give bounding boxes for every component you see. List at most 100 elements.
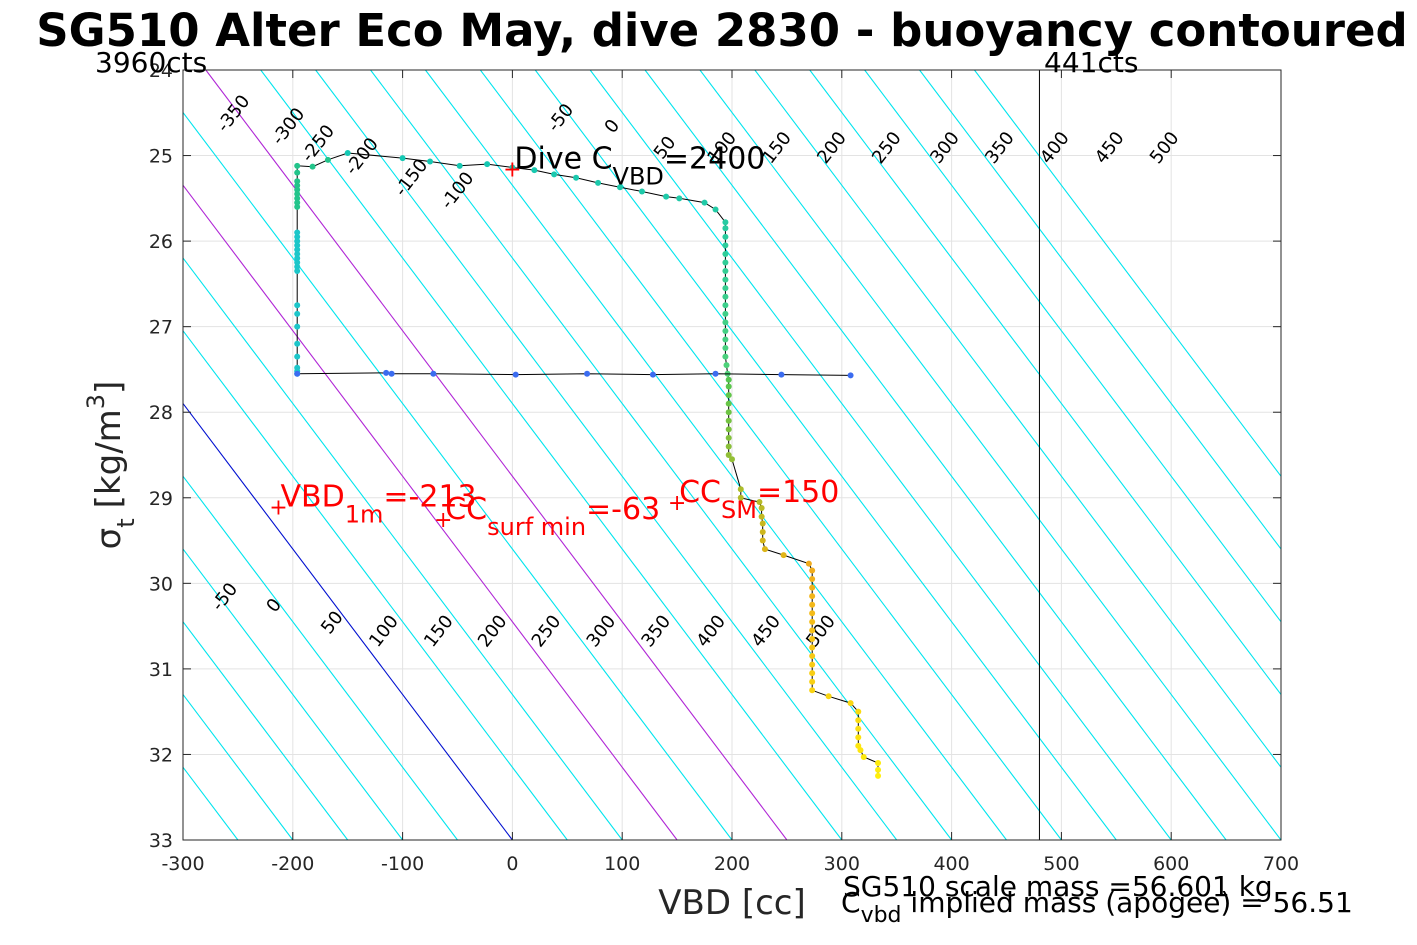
data-point bbox=[294, 199, 301, 206]
contour-line bbox=[919, 70, 1281, 550]
annotation-main: VBD bbox=[281, 479, 345, 514]
data-point bbox=[855, 717, 862, 724]
data-point bbox=[456, 162, 463, 169]
contour-line bbox=[424, 70, 1007, 840]
data-point bbox=[780, 552, 787, 559]
annotations: +Dive CVBD=2400+VBD1m=-213+CCsurf min=-6… bbox=[269, 141, 839, 541]
data-point bbox=[294, 263, 301, 270]
data-point bbox=[722, 250, 729, 257]
data-point bbox=[676, 195, 683, 202]
data-point bbox=[855, 734, 862, 741]
data-point bbox=[725, 426, 732, 433]
data-point bbox=[595, 179, 602, 186]
data-point bbox=[855, 708, 862, 715]
data-point bbox=[725, 409, 732, 416]
contour-line bbox=[183, 329, 568, 840]
data-point bbox=[294, 370, 301, 377]
data-point bbox=[573, 174, 580, 181]
data-point bbox=[294, 238, 301, 245]
data-point bbox=[761, 546, 768, 553]
data-point bbox=[825, 693, 832, 700]
data-point bbox=[584, 370, 591, 377]
annotation-marker: + bbox=[269, 495, 287, 520]
data-point bbox=[722, 345, 729, 352]
contour-line bbox=[809, 70, 1281, 696]
data-point bbox=[875, 760, 882, 766]
data-point bbox=[759, 537, 766, 544]
data-point bbox=[737, 486, 744, 493]
data-point bbox=[725, 400, 732, 407]
data-point bbox=[294, 182, 301, 189]
data-point bbox=[722, 327, 729, 334]
annotation-tail: =150 bbox=[757, 475, 839, 510]
data-point bbox=[294, 203, 301, 210]
top-left-count-label: 3960cts bbox=[95, 46, 207, 79]
annotation-cc-sm: CCSM=150 bbox=[679, 475, 839, 524]
contour-line bbox=[183, 475, 458, 840]
y-tick-label: 27 bbox=[149, 317, 173, 339]
data-point bbox=[759, 520, 766, 527]
data-point bbox=[725, 417, 732, 424]
contour-line bbox=[864, 70, 1281, 623]
annotation-sub: surf min bbox=[487, 513, 586, 541]
annotation-tail: =-213 bbox=[383, 479, 476, 514]
data-point bbox=[294, 186, 301, 193]
annotation-main: Dive C bbox=[514, 141, 612, 176]
data-point bbox=[294, 353, 301, 360]
data-point bbox=[875, 772, 882, 779]
contour-line bbox=[644, 70, 1227, 840]
data-point bbox=[759, 529, 766, 535]
data-point bbox=[847, 372, 854, 379]
y-tick-label: 31 bbox=[149, 659, 173, 681]
data-point bbox=[512, 371, 519, 378]
data-point bbox=[725, 452, 732, 458]
data-point bbox=[638, 188, 645, 195]
data-point bbox=[809, 584, 816, 591]
dive-series bbox=[294, 149, 882, 779]
data-point bbox=[294, 340, 301, 347]
implied-mass-sub: vbd bbox=[861, 903, 902, 928]
data-point bbox=[847, 700, 854, 707]
x-tick-label: -100 bbox=[381, 853, 424, 875]
contour-line bbox=[183, 693, 294, 840]
annotation-vbd-1m: VBD1m=-213 bbox=[281, 479, 477, 528]
data-point bbox=[722, 225, 729, 232]
data-point bbox=[294, 364, 301, 371]
data-point bbox=[809, 627, 816, 634]
data-point bbox=[809, 618, 816, 625]
x-tick-label: 400 bbox=[933, 853, 969, 875]
data-point bbox=[855, 725, 862, 732]
contour-line bbox=[699, 70, 1281, 840]
data-point bbox=[809, 567, 816, 574]
data-point bbox=[725, 434, 732, 441]
data-point bbox=[294, 195, 301, 202]
y-tick-label: 26 bbox=[149, 231, 173, 253]
contour-line bbox=[973, 70, 1281, 478]
annotation-sub: 1m bbox=[345, 500, 384, 528]
data-point bbox=[778, 371, 785, 378]
contour-line bbox=[183, 402, 513, 840]
y-tick-label: 33 bbox=[149, 830, 173, 852]
data-point bbox=[809, 670, 816, 677]
data-point bbox=[509, 164, 516, 171]
y-tick-label: 25 bbox=[149, 146, 173, 168]
x-axis-ticks: -300 -200 -100 0 100 200 300 400 500 600 700 bbox=[161, 70, 1299, 875]
chart-title: SG510 Alter Eco May, dive 2830 - buoyanc… bbox=[36, 4, 1407, 57]
data-point bbox=[712, 370, 719, 377]
data-point bbox=[857, 747, 864, 754]
data-point bbox=[809, 601, 816, 608]
y-label-sub: t bbox=[112, 518, 140, 527]
annotation-marker: + bbox=[503, 157, 521, 182]
data-point bbox=[294, 242, 301, 249]
top-right-count-label: 441cts bbox=[1044, 46, 1138, 79]
x-tick-label: 100 bbox=[604, 853, 640, 875]
data-point bbox=[383, 369, 390, 376]
data-point bbox=[722, 219, 729, 226]
x-tick-label: 500 bbox=[1043, 853, 1079, 875]
contour-line bbox=[183, 111, 733, 840]
data-point bbox=[617, 184, 624, 191]
data-point bbox=[722, 310, 729, 317]
data-point bbox=[809, 635, 816, 642]
svg-text:σt[kg/m3]: σt [kg/m3] bbox=[82, 381, 140, 550]
